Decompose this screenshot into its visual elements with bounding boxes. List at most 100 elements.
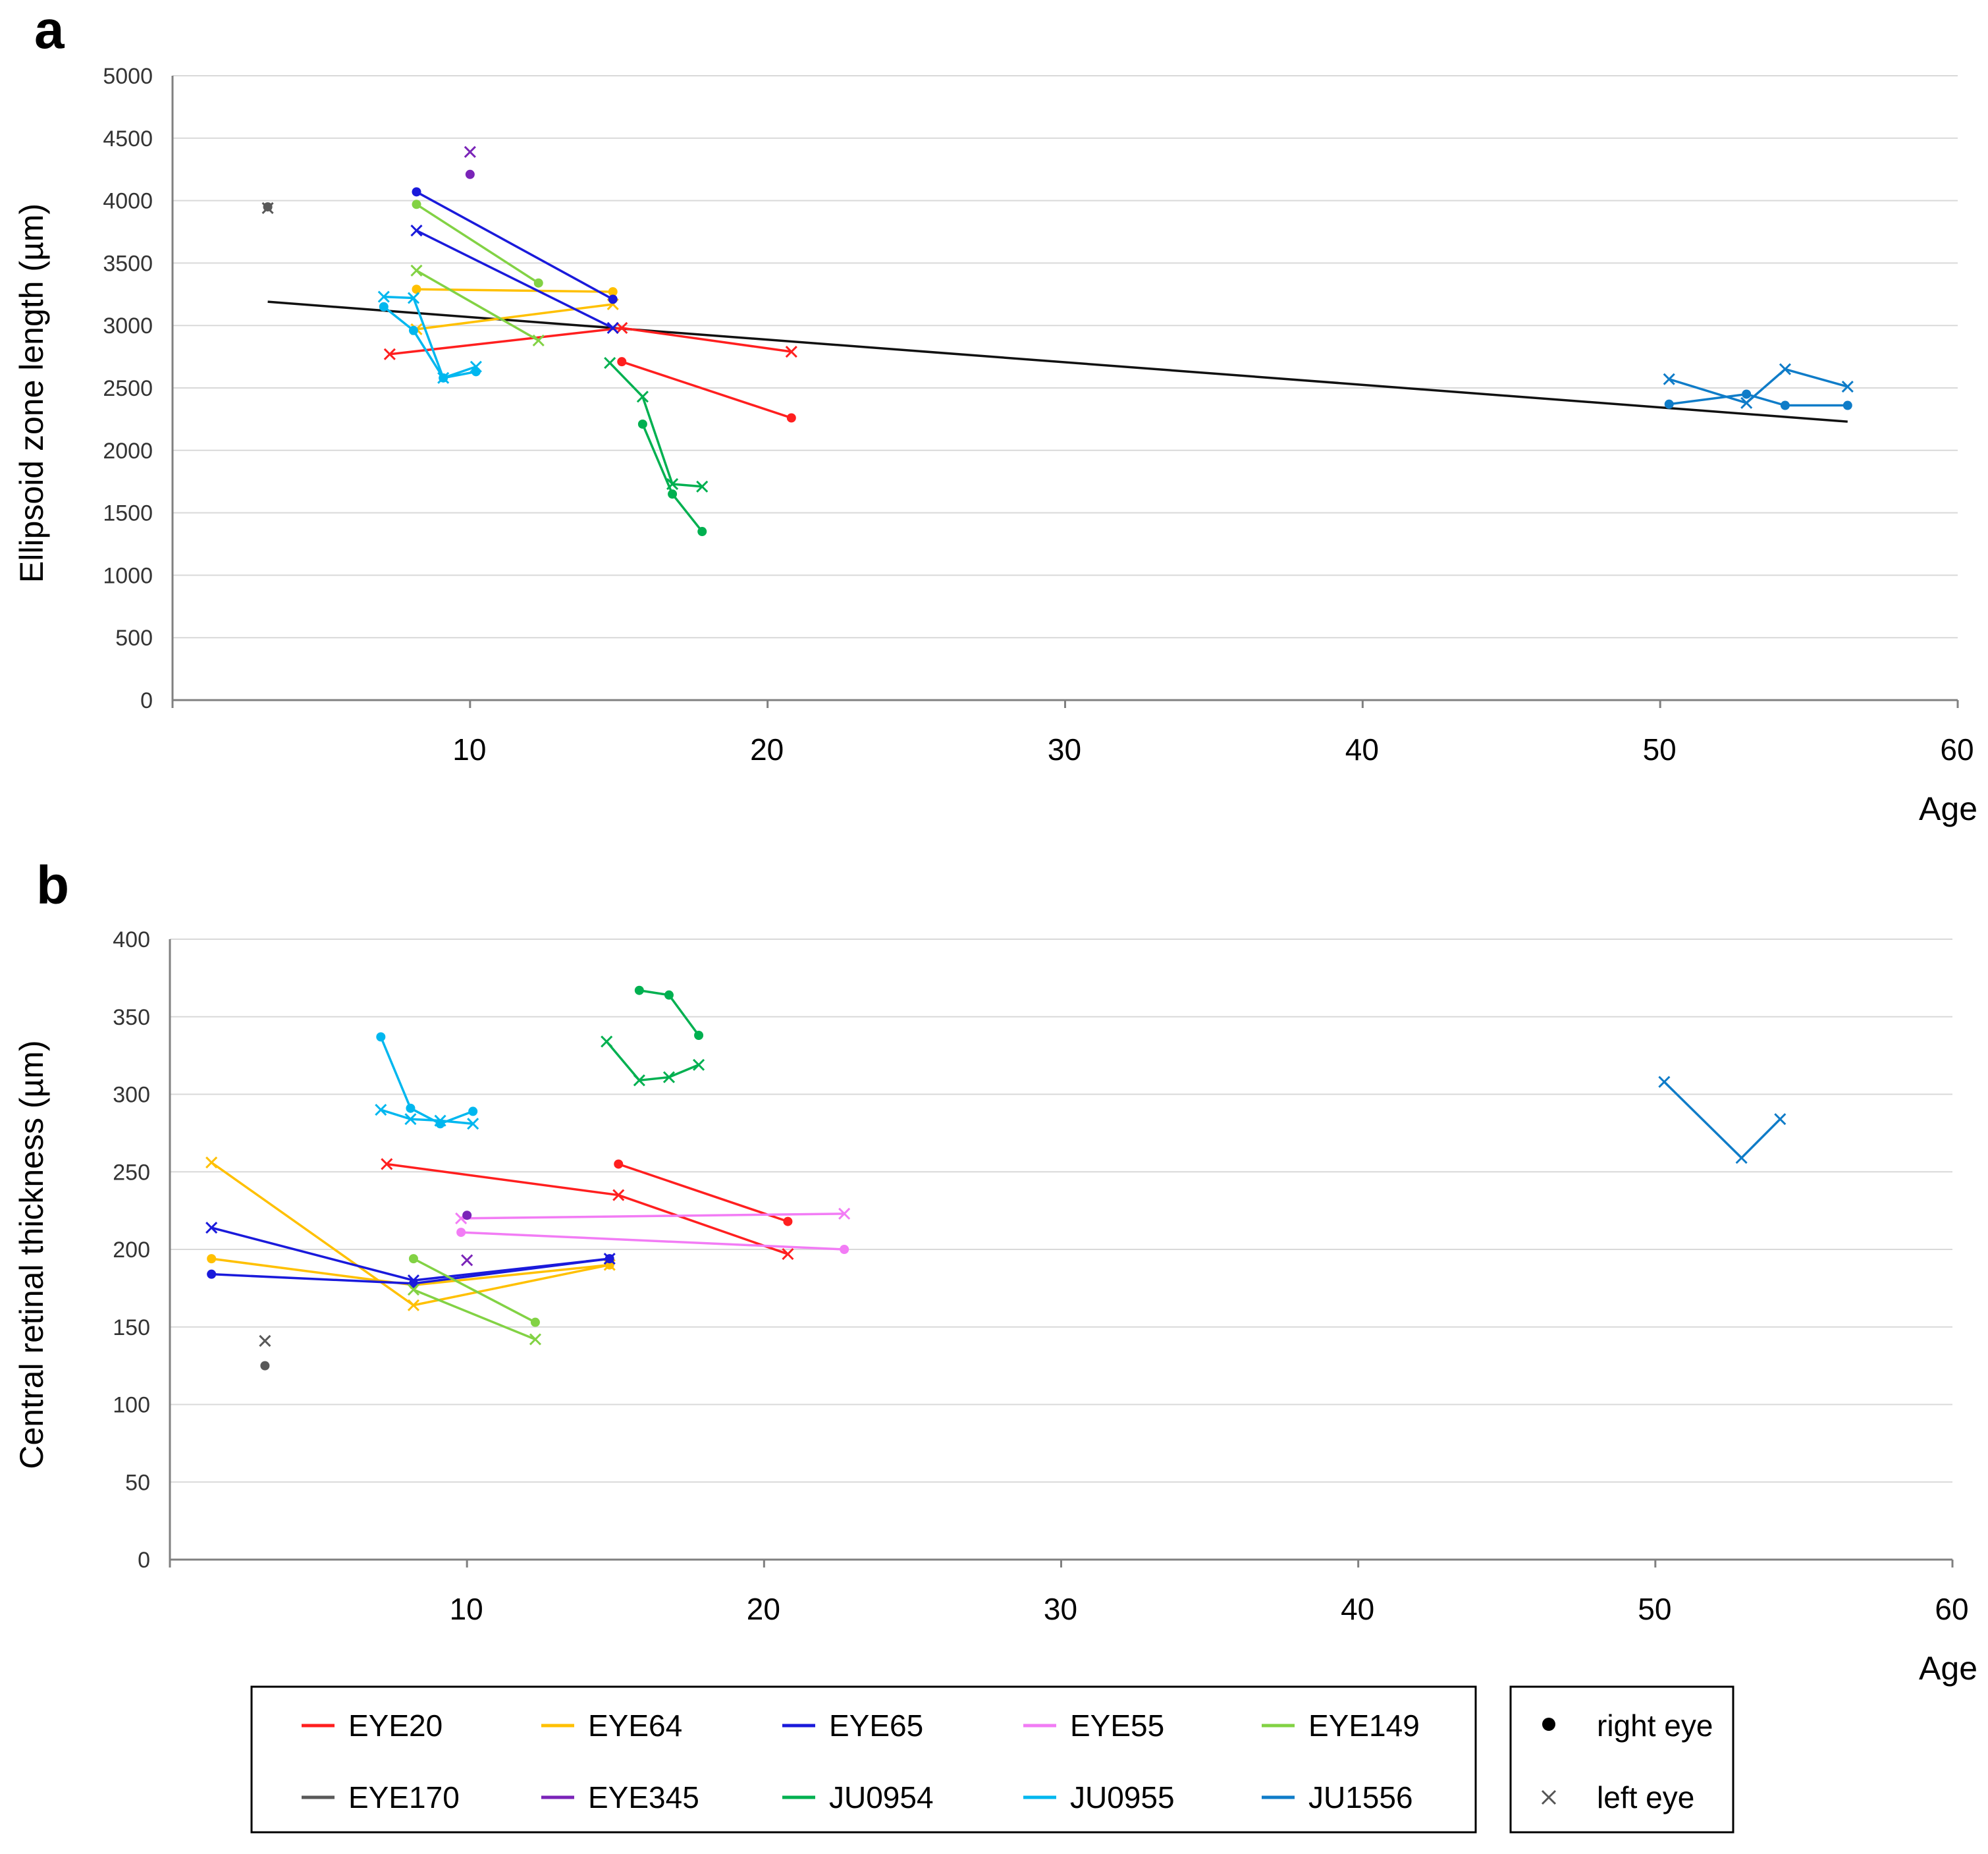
- right-eye-point: [637, 419, 647, 429]
- left-eye-point: [612, 1189, 625, 1201]
- series-ju0955-right-eye: [376, 1032, 478, 1129]
- x-tick-label: 30: [1044, 1592, 1077, 1626]
- series-ju0955-left-eye: [377, 290, 482, 384]
- right-eye-point: [412, 187, 421, 197]
- cross-stroke: [381, 1158, 393, 1170]
- x-tick-label: 20: [747, 1592, 780, 1626]
- y-tick-label: 0: [140, 688, 153, 713]
- series-line: [618, 1162, 788, 1223]
- series-ju1556-right-eye: [1664, 389, 1852, 410]
- series-line: [461, 1231, 845, 1251]
- series-eye65-left-eye: [205, 1221, 616, 1287]
- y-tick-label: 3500: [103, 251, 153, 276]
- right-eye-point: [408, 325, 418, 335]
- y-tick-label: 300: [113, 1083, 150, 1108]
- left-eye-point: [381, 1158, 393, 1170]
- right-eye-point: [694, 1031, 704, 1041]
- cross-stroke: [464, 146, 476, 158]
- legend-item-eye65: EYE65: [782, 1708, 923, 1743]
- left-eye-point: [696, 480, 709, 493]
- left-eye-point: [785, 345, 797, 358]
- series-line: [383, 306, 477, 379]
- legend-label: JU0955: [1070, 1780, 1175, 1814]
- legend-item-ju1556: JU1556: [1262, 1780, 1413, 1814]
- legend-item-ju0954: JU0954: [782, 1780, 934, 1814]
- x-axis-label-a: Age: [1919, 790, 1977, 827]
- series-line: [1669, 393, 1848, 407]
- legend-item-ju0955: JU0955: [1023, 1780, 1175, 1814]
- series-line: [608, 362, 703, 488]
- x-tick-label: 40: [1341, 1592, 1374, 1626]
- series-line: [416, 229, 614, 329]
- legend-label: EYE149: [1308, 1708, 1420, 1743]
- cross-stroke: [606, 321, 619, 335]
- right-eye-point: [406, 1103, 416, 1113]
- right-eye-point: [408, 1254, 418, 1264]
- x-tick-label: 10: [452, 732, 486, 767]
- series-line: [389, 327, 792, 356]
- left-eye-point: [606, 321, 619, 335]
- left-eye-point: [205, 1157, 218, 1169]
- right-eye-point: [456, 1228, 466, 1238]
- right-eye-point: [207, 1254, 217, 1264]
- left-eye-point: [461, 1254, 473, 1267]
- series-eye20-right-eye: [614, 1159, 793, 1226]
- series-eye55-right-eye: [456, 1228, 849, 1254]
- series-line: [416, 303, 613, 331]
- series-ju0954-right-eye: [634, 985, 704, 1041]
- y-tick-label: 3000: [103, 314, 153, 339]
- cross-stroke: [532, 334, 545, 347]
- left-eye-point: [1658, 1076, 1671, 1088]
- left-eye-point: [693, 1058, 705, 1071]
- right-eye-point: [468, 1106, 478, 1116]
- y-tick-label: 0: [138, 1548, 150, 1573]
- cross-stroke: [383, 348, 396, 360]
- cross-stroke: [407, 1299, 420, 1311]
- right-eye-point: [412, 285, 421, 294]
- series-eye170-right-eye: [260, 1361, 270, 1371]
- cross-stroke: [838, 1207, 851, 1220]
- left-eye-point: [407, 1274, 420, 1287]
- cross-marker: [1541, 1789, 1557, 1805]
- right-eye-point: [617, 357, 627, 367]
- cross-stroke: [529, 1333, 541, 1346]
- series-line: [1669, 368, 1848, 404]
- cross-stroke: [693, 1058, 705, 1071]
- cross-stroke: [1735, 1151, 1748, 1164]
- cross-stroke: [782, 1248, 794, 1261]
- cross-stroke: [1779, 363, 1791, 375]
- legend-item-eye55: EYE55: [1023, 1708, 1164, 1743]
- legend-item-eye149: EYE149: [1262, 1708, 1420, 1743]
- left-eye-point: [603, 1253, 616, 1265]
- series-eye149-left-eye: [410, 264, 545, 347]
- right-eye-point: [840, 1245, 849, 1254]
- cross-stroke: [662, 1071, 676, 1083]
- cross-stroke: [461, 1254, 473, 1267]
- cross-stroke: [1841, 381, 1854, 393]
- cross-stroke: [259, 1334, 271, 1348]
- series-line: [387, 1162, 789, 1255]
- series-eye20-left-eye: [383, 321, 797, 360]
- x-tick-label: 40: [1345, 732, 1379, 767]
- cross-stroke: [407, 292, 420, 304]
- left-eye-point: [1774, 1113, 1787, 1126]
- gridlines-a: [173, 75, 1958, 639]
- cross-stroke: [377, 290, 390, 303]
- y-tick-label: 400: [113, 927, 150, 952]
- cross-stroke: [375, 1103, 387, 1116]
- y-tick-label: 150: [113, 1315, 150, 1340]
- right-eye-point: [462, 1211, 472, 1220]
- cross-stroke: [1658, 1076, 1671, 1088]
- x-tick-label: 30: [1048, 732, 1081, 767]
- series-a: [261, 146, 1854, 537]
- cross-stroke: [666, 477, 679, 491]
- cross-stroke: [636, 391, 649, 403]
- y-tick-label: 250: [113, 1160, 150, 1185]
- left-eye-point: [437, 371, 450, 384]
- series-eye20-left-eye: [381, 1158, 794, 1261]
- right-eye-point: [608, 294, 618, 304]
- left-eye-point: [1841, 381, 1854, 393]
- left-eye-point: [1735, 1151, 1748, 1164]
- right-eye-point: [260, 1361, 270, 1371]
- marker-legend-label: left eye: [1597, 1780, 1694, 1814]
